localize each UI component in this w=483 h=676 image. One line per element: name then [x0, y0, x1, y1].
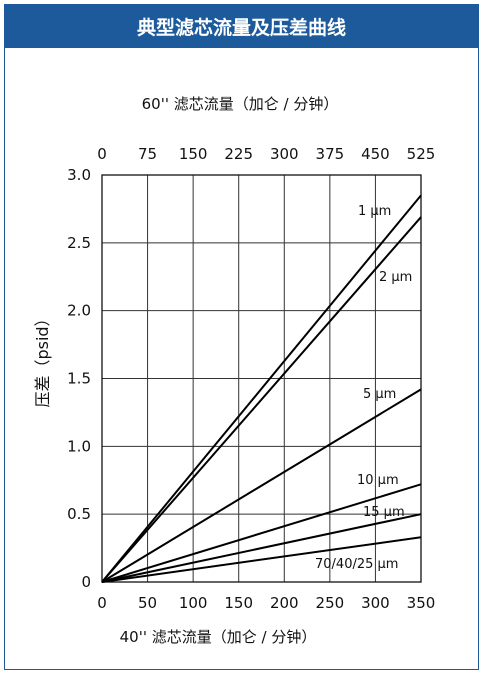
- y-tick-label: 2.5: [67, 234, 91, 252]
- x-tick-label: 350: [407, 594, 436, 612]
- y-tick-label: 0.5: [67, 505, 91, 523]
- chart-frame: 典型滤芯流量及压差曲线: [4, 4, 479, 670]
- y-tick-label: 3.0: [67, 166, 91, 184]
- x-tick-label: 200: [270, 594, 299, 612]
- series-labels: 1 µm 2 µm 5 µm 10 µm 15 µm 70/40/25 µm: [315, 204, 412, 572]
- series-label: 15 µm: [363, 505, 405, 520]
- top-tick-label: 375: [316, 145, 345, 163]
- plot-border: [101, 174, 422, 583]
- series-line: [101, 513, 422, 583]
- y-tick-label: 0: [81, 573, 91, 591]
- top-tick-label: 150: [179, 145, 208, 163]
- series-line: [101, 536, 422, 583]
- grid: [101, 174, 422, 583]
- y-tick-label: 2.0: [67, 302, 91, 320]
- series-label: 2 µm: [379, 270, 412, 285]
- series-line: [101, 483, 422, 583]
- top-tick-label: 525: [407, 145, 436, 163]
- series-label: 70/40/25 µm: [315, 557, 398, 572]
- top-tick-label: 225: [224, 145, 253, 163]
- x-tick-label: 100: [179, 594, 208, 612]
- x-tick-label: 300: [361, 594, 390, 612]
- series-line: [101, 388, 422, 583]
- top-tick-label: 75: [138, 145, 157, 163]
- top-axis-label: 60'' 滤芯流量（加仑 / 分钟）: [142, 95, 339, 113]
- y-axis-label: 压差（psid）: [33, 310, 52, 407]
- series-line: [101, 216, 422, 583]
- series-lines: [101, 194, 422, 583]
- top-tick-label: 0: [97, 145, 107, 163]
- tick-labels: 0 50 100 150 200 250 300 350 0 75 150 225 300 375 450 5…: [67, 145, 435, 612]
- y-tick-label: 1.5: [67, 370, 91, 388]
- series-line: [101, 194, 422, 583]
- x-axis-label: 40'' 滤芯流量（加仑 / 分钟）: [120, 628, 317, 646]
- x-tick-label: 50: [138, 594, 157, 612]
- series-label: 10 µm: [357, 473, 399, 488]
- top-tick-label: 300: [270, 145, 299, 163]
- x-tick-label: 0: [97, 594, 107, 612]
- chart-title: 典型滤芯流量及压差曲线: [5, 5, 478, 48]
- series-label: 5 µm: [363, 387, 396, 402]
- series-label: 1 µm: [358, 204, 391, 219]
- x-tick-label: 150: [224, 594, 253, 612]
- top-tick-label: 450: [361, 145, 390, 163]
- x-tick-label: 250: [316, 594, 345, 612]
- y-tick-label: 1.0: [67, 437, 91, 455]
